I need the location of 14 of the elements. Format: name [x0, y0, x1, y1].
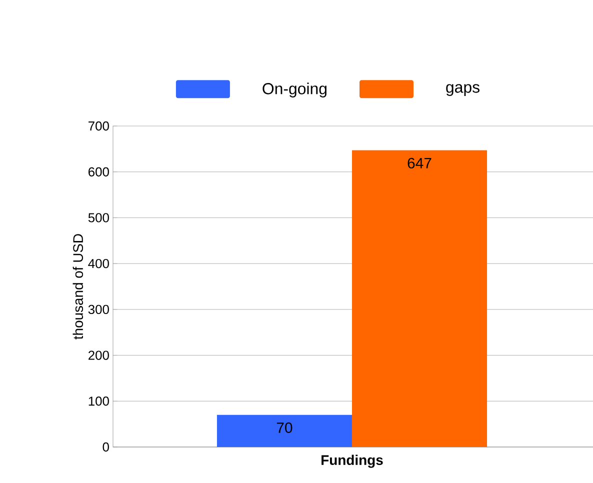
y-tick-label: 700 — [88, 121, 109, 131]
x-tick-label: Fundings — [322, 454, 383, 468]
legend-label: gaps — [446, 84, 480, 96]
y-tick-label: 400 — [88, 258, 109, 268]
y-tick-label: 300 — [88, 304, 109, 314]
y-tick-label: 600 — [88, 167, 109, 176]
y-tick-label: 500 — [88, 213, 109, 222]
y-tick-label: 0 — [102, 442, 109, 452]
data-label: 647 — [408, 158, 432, 168]
data-label: 70 — [276, 422, 292, 433]
y-tick-label: 100 — [88, 396, 109, 406]
y-tick-label: 200 — [88, 350, 109, 360]
y-axis-title: thousand of USD — [72, 234, 84, 340]
legend-label: On-going — [262, 82, 326, 98]
